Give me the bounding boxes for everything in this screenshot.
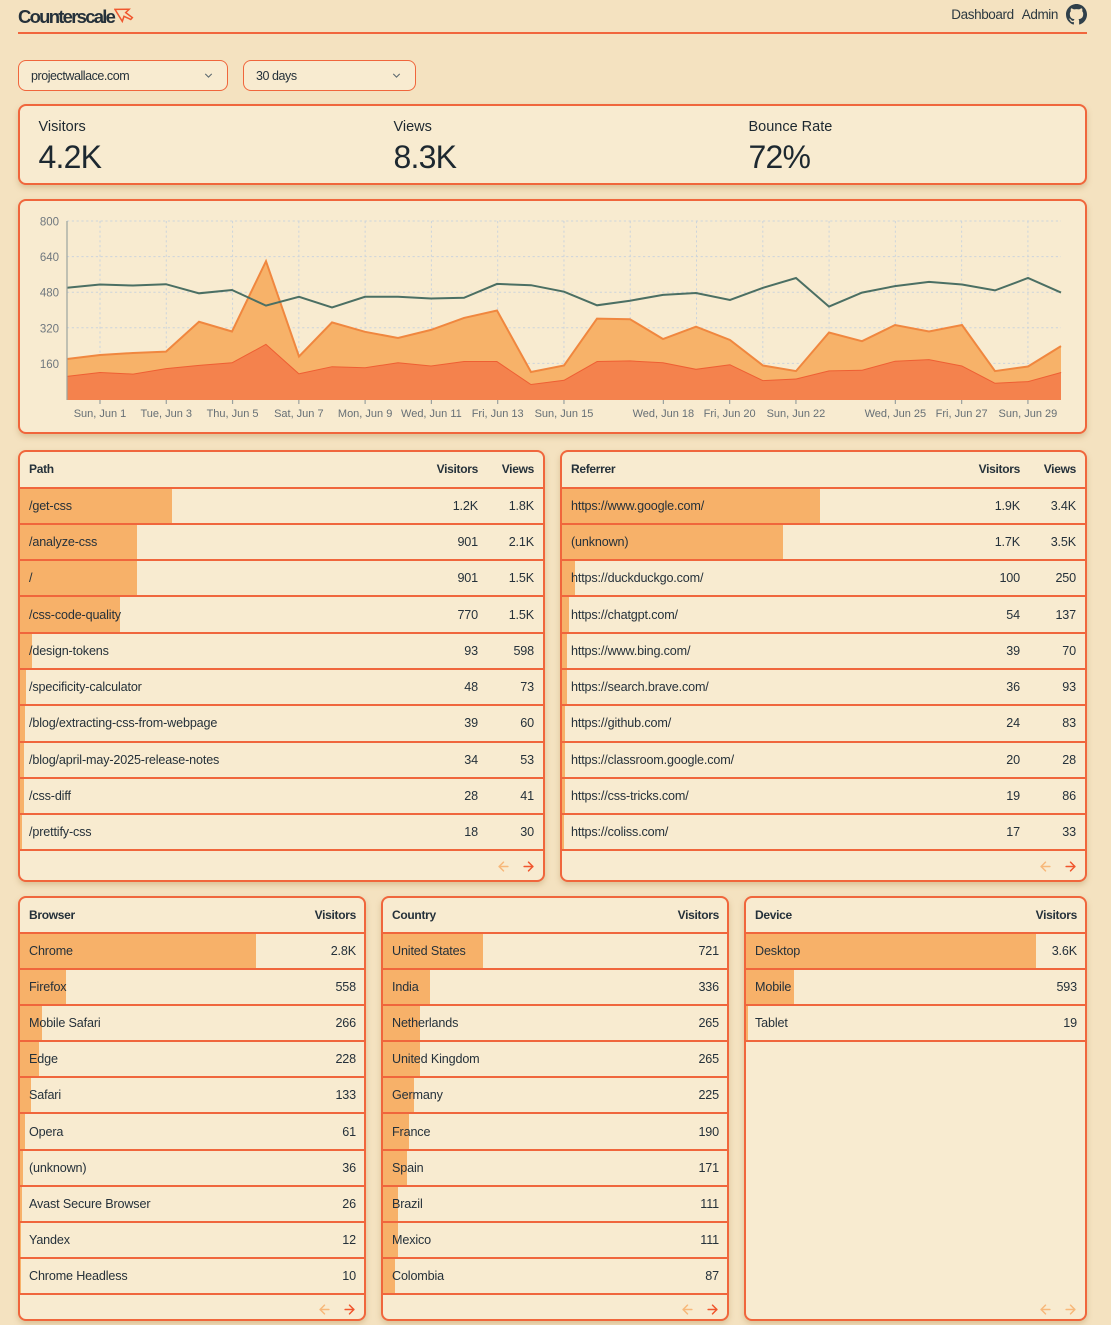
- svg-text:480: 480: [40, 288, 59, 300]
- svg-text:Sat, Jun 7: Sat, Jun 7: [274, 408, 324, 420]
- svg-text:160: 160: [40, 359, 59, 371]
- svg-text:Mon, Jun 9: Mon, Jun 9: [338, 408, 392, 420]
- svg-text:Fri, Jun 13: Fri, Jun 13: [472, 408, 524, 420]
- svg-text:Sun, Jun 22: Sun, Jun 22: [767, 408, 826, 420]
- svg-text:Sun, Jun 29: Sun, Jun 29: [999, 408, 1058, 420]
- svg-text:Sun, Jun 15: Sun, Jun 15: [535, 408, 594, 420]
- svg-text:Tue, Jun 3: Tue, Jun 3: [140, 408, 192, 420]
- svg-text:640: 640: [40, 252, 59, 264]
- svg-text:Wed, Jun 11: Wed, Jun 11: [401, 408, 462, 420]
- svg-text:Wed, Jun 25: Wed, Jun 25: [865, 408, 927, 420]
- svg-text:Thu, Jun 5: Thu, Jun 5: [207, 408, 259, 420]
- svg-text:Fri, Jun 20: Fri, Jun 20: [704, 408, 756, 420]
- svg-text:Wed, Jun 18: Wed, Jun 18: [633, 408, 695, 420]
- svg-text:320: 320: [40, 323, 59, 335]
- svg-text:Fri, Jun 27: Fri, Jun 27: [936, 408, 988, 420]
- svg-text:800: 800: [40, 217, 59, 229]
- svg-text:Sun, Jun 1: Sun, Jun 1: [74, 408, 127, 420]
